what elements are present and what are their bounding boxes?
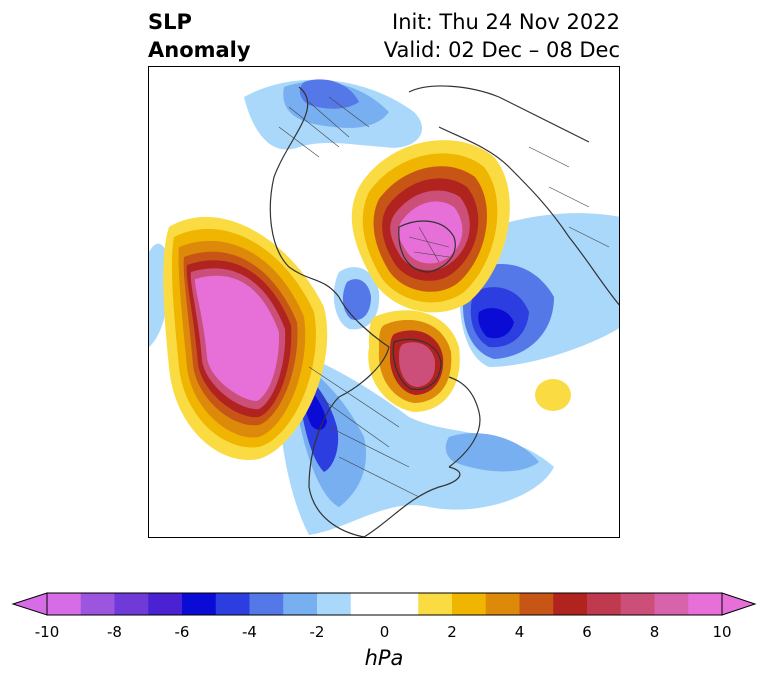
neg-region-north-atlantic-core	[342, 279, 371, 321]
colorbar-segment	[148, 593, 183, 615]
colorbar-tick-label: -2	[309, 623, 325, 641]
init-date: Init: Thu 24 Nov 2022	[392, 10, 620, 34]
map-panel	[148, 66, 620, 538]
colorbar-segment	[350, 593, 385, 615]
colorbar-tick-label: 2	[447, 623, 457, 641]
colorbar	[11, 592, 757, 616]
colorbar-segment	[47, 593, 82, 615]
colorbar-tick-label: 6	[582, 623, 592, 641]
colorbar-segment	[452, 593, 487, 615]
colorbar-segment	[283, 593, 318, 615]
plot-title-right: Init: Thu 24 Nov 2022 Valid: 02 Dec – 08…	[384, 8, 620, 64]
positive-anomaly-fields	[163, 140, 571, 461]
plot-title-left: SLP Anomaly	[148, 8, 251, 64]
colorbar-segment	[654, 593, 689, 615]
coastlines	[269, 85, 619, 537]
colorbar-extend-low	[11, 592, 48, 616]
colorbar-segment	[418, 593, 453, 615]
colorbar-segment	[114, 593, 149, 615]
pos-region-atlantic	[535, 379, 571, 411]
colorbar-tick-label: 10	[712, 623, 732, 641]
valid-range: Valid: 02 Dec – 08 Dec	[383, 38, 620, 62]
colorbar-segment	[317, 593, 352, 615]
colorbar-segment	[587, 593, 622, 615]
colorbar-tick-label: 0	[379, 623, 390, 641]
colorbar-segments	[47, 593, 723, 615]
colorbar-segment	[249, 593, 284, 615]
colorbar-segment	[519, 593, 554, 615]
anomaly-map	[149, 79, 619, 537]
colorbar-tick-label: 8	[649, 623, 660, 641]
colorbar-segment	[485, 593, 520, 615]
colorbar-tick-label: 4	[514, 623, 525, 641]
colorbar-segment	[182, 593, 217, 615]
colorbar-tick-label: -4	[242, 623, 257, 641]
colorbar-segment	[688, 593, 723, 615]
colorbar-segment	[384, 593, 419, 615]
colorbar-tick-label: -10	[34, 623, 60, 641]
colorbar-segment	[80, 593, 115, 615]
country-borders	[278, 96, 610, 498]
colorbar-segment	[215, 593, 250, 615]
neg-region-atlantic-east	[445, 433, 539, 472]
colorbar-unit-label: hPa	[364, 646, 404, 670]
title-variable: SLP	[148, 10, 192, 34]
title-quantity: Anomaly	[148, 38, 251, 62]
colorbar-outline	[46, 592, 723, 616]
colorbar-tick-label: -6	[174, 623, 190, 641]
pos-region-hudson-core	[399, 342, 436, 387]
pos-region-arctic-core	[398, 201, 463, 264]
colorbar-tick-labels: -10 -8 -6 -4 -2 0 2 4 6 8 10	[0, 622, 768, 642]
colorbar-tick-label: -8	[107, 623, 122, 641]
colorbar-segment	[620, 593, 655, 615]
colorbar-extend-high	[721, 592, 757, 616]
colorbar-segment	[553, 593, 588, 615]
neg-region-europe-core2	[299, 79, 359, 109]
neg-region-siberia-center	[478, 308, 514, 339]
pos-region-pacific-core	[194, 275, 280, 401]
